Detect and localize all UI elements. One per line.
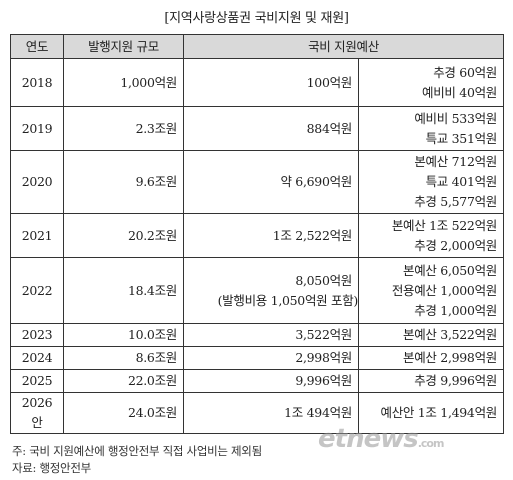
year-cell: 2025	[10, 369, 64, 393]
budget-total-line: 3,522억원	[295, 327, 352, 342]
budget-total-cell: 9,996억원	[183, 369, 359, 393]
budget-total-cell: 2,998억원	[183, 346, 359, 370]
budget-breakdown-line: 예비비 40억원	[422, 84, 497, 100]
budget-breakdown-line: 본예산 712억원	[414, 154, 497, 169]
year-cell: 2022	[10, 257, 64, 324]
budget-total-cell: 3,522억원	[183, 323, 359, 347]
year-cell: 2019	[10, 106, 64, 151]
budget-breakdown-line: 추경 1,000억원	[414, 302, 497, 318]
source-note: 자료: 행정안전부	[12, 461, 91, 475]
table-row: 2022 18.4조원 8,050억원 (발행비용 1,050억원 포함) 본예산 6,…	[10, 257, 504, 324]
header-year: 연도	[10, 34, 64, 59]
scale-cell: 24.0조원	[63, 392, 184, 434]
header-row: 연도 발행지원 규모 국비 지원예산	[10, 34, 504, 59]
budget-total-cell: 1조 2,522억원	[183, 213, 359, 258]
budget-breakdown-cell: 본예산 2,998억원	[358, 346, 504, 370]
header-budget: 국비 지원예산	[183, 34, 504, 59]
year-cell: 2023	[10, 323, 64, 347]
budget-breakdown-line: 본예산 3,522억원	[403, 327, 497, 342]
scale-cell: 22.0조원	[63, 369, 184, 393]
table-row: 2024 8.6조원 2,998억원 본예산 2,998억원	[10, 346, 504, 370]
budget-total-line: 2,998억원	[295, 350, 352, 365]
budget-total-line: 1조 494억원	[284, 405, 352, 420]
budget-breakdown-line: 본예산 1조 522억원	[391, 217, 497, 233]
budget-breakdown-line: 본예산 6,050억원	[403, 262, 497, 278]
budget-total-line: (발행비용 1,050억원 포함)	[217, 292, 359, 308]
year-cell: 2020	[10, 150, 64, 214]
budget-breakdown-line: 본예산 2,998억원	[403, 350, 497, 365]
table-row: 2025 22.0조원 9,996억원 추경 9,996억원	[10, 369, 504, 393]
header-scale: 발행지원 규모	[63, 34, 184, 59]
scale-cell: 18.4조원	[63, 257, 184, 324]
footnote: 주: 국비 지원예산에 행정안전부 직접 사업비는 제외됨	[12, 444, 262, 458]
year-cell: 2018	[10, 58, 64, 107]
budget-total-cell: 8,050억원 (발행비용 1,050억원 포함)	[183, 257, 359, 324]
budget-total-line: 884억원	[306, 120, 353, 136]
scale-cell: 1,000억원	[63, 58, 184, 107]
budget-breakdown-cell: 예산안 1조 1,494억원	[358, 392, 504, 434]
budget-breakdown-line: 특교 351억원	[425, 130, 498, 146]
budget-breakdown-line: 전용예산 1,000억원	[391, 282, 497, 298]
budget-breakdown-line: 추경 60억원	[433, 64, 497, 80]
budget-total-cell: 1조 494억원	[183, 392, 359, 434]
budget-breakdown-line: 예비비 533억원	[414, 110, 497, 126]
budget-breakdown-line: 추경 5,577억원	[414, 194, 497, 209]
budget-breakdown-line: 예산안 1조 1,494억원	[380, 405, 498, 420]
year-cell: 2021	[10, 213, 64, 258]
budget-total-cell: 약 6,690억원	[183, 150, 359, 214]
scale-cell: 2.3조원	[63, 106, 184, 151]
scale-cell: 20.2조원	[63, 213, 184, 258]
budget-breakdown-line: 추경 9,996억원	[414, 373, 497, 388]
subsidy-table: 연도 발행지원 규모 국비 지원예산 2018 1,000억원 100억원 추경 60…	[10, 34, 504, 434]
year-cell: 2024	[10, 346, 64, 370]
table-row: 2023 10.0조원 3,522억원 본예산 3,522억원	[10, 323, 504, 347]
scale-cell: 8.6조원	[63, 346, 184, 370]
table-row: 2026안 24.0조원 1조 494억원 예산안 1조 1,494억원	[10, 392, 504, 434]
budget-total-line: 9,996억원	[295, 373, 352, 388]
budget-total-line: 약 6,690억원	[280, 174, 352, 189]
budget-breakdown-line: 추경 2,000억원	[414, 237, 497, 253]
budget-breakdown-line: 특교 401억원	[425, 174, 498, 189]
budget-breakdown-cell: 추경 9,996억원	[358, 369, 504, 393]
scale-cell: 10.0조원	[63, 323, 184, 347]
table-title: [지역사랑상품권 국비지원 및 재원]	[164, 11, 349, 26]
budget-breakdown-cell: 본예산 3,522억원	[358, 323, 504, 347]
budget-total-cell: 884억원	[183, 106, 359, 151]
budget-total-line: 1조 2,522억원	[272, 227, 353, 243]
budget-total-line: 8,050억원	[295, 272, 352, 288]
etnews-watermark: etnews.com	[318, 424, 444, 454]
budget-total-line: 100억원	[306, 74, 353, 90]
year-cell: 2026안	[10, 392, 64, 434]
budget-total-cell: 100억원	[183, 58, 359, 107]
scale-cell: 9.6조원	[63, 150, 184, 214]
